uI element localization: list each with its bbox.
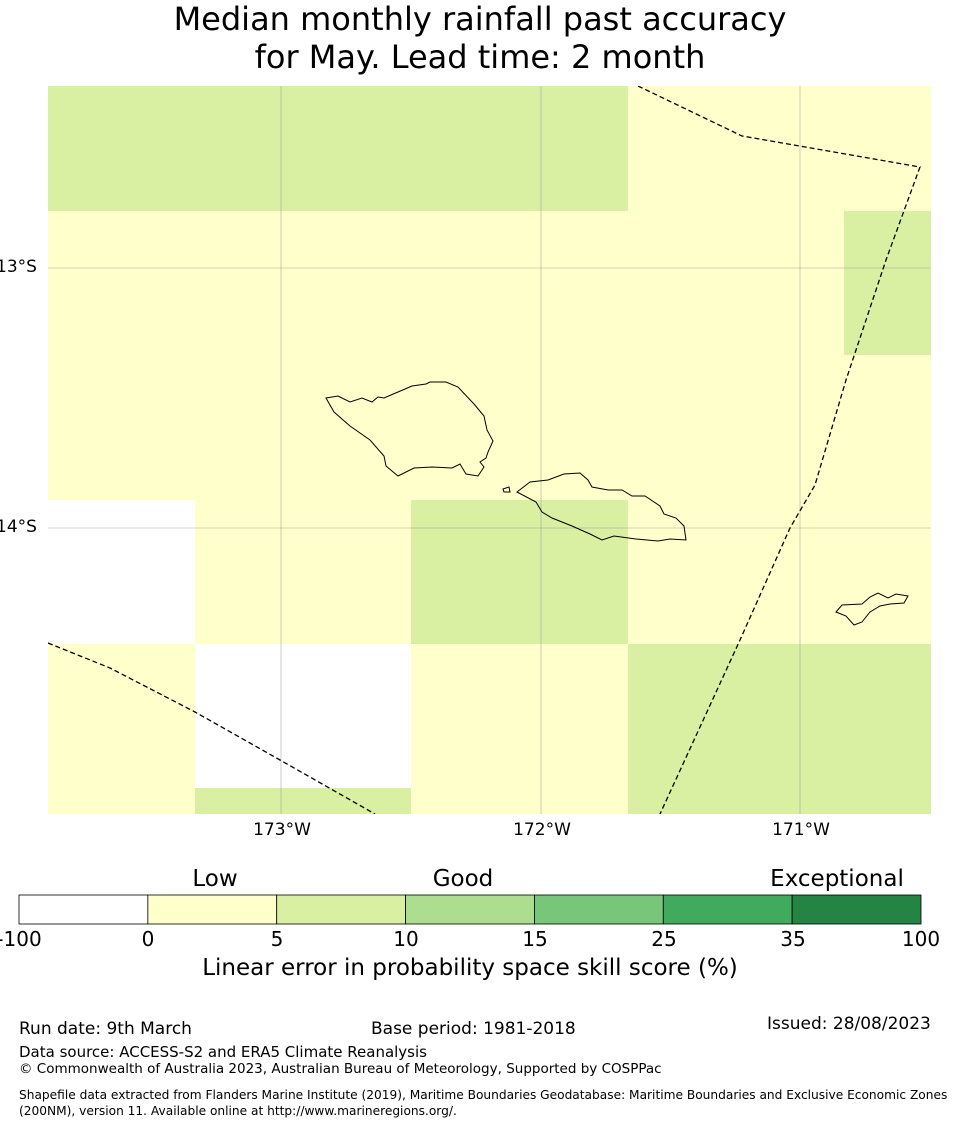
run-date: Run date: 9th March <box>19 1019 192 1039</box>
colorbar-segment <box>18 894 149 925</box>
colorbar-tick: -100 <box>0 927 42 951</box>
island-upolu <box>516 472 687 542</box>
island-savaii <box>325 381 494 477</box>
map-title-line-1: Median monthly rainfall past accuracy <box>173 0 787 38</box>
grid-cell-light-green <box>628 644 931 814</box>
lon-label-171w: 171°W <box>772 820 830 840</box>
colorbar-segment <box>791 894 922 925</box>
graticule <box>48 86 931 814</box>
colorbar-segment <box>276 894 406 925</box>
grid-cell-light-green <box>195 788 411 814</box>
lon-label-172w: 172°W <box>513 820 571 840</box>
colorbar-tick: 15 <box>522 927 548 951</box>
grid-cell-white <box>48 500 195 644</box>
lon-label-173w: 173°W <box>253 820 311 840</box>
colorbar-tick: 10 <box>393 927 419 951</box>
base-period: Base period: 1981-2018 <box>371 1019 576 1039</box>
shapefile-credit-line-1: Shapefile data extracted from Flanders M… <box>19 1088 948 1102</box>
colorbar-tick: 25 <box>651 927 677 951</box>
colorbar-tick: 5 <box>270 927 284 951</box>
colorbar-category-good: Good <box>432 866 494 892</box>
colorbar <box>18 894 922 925</box>
copyright: © Commonwealth of Australia 2023, Austra… <box>19 1061 662 1077</box>
colorbar-segment <box>405 894 535 925</box>
grid-cell-white <box>195 644 411 788</box>
shapefile-credit-line-2: (200NM), version 11. Available online at… <box>19 1104 457 1118</box>
island-manono <box>502 486 511 493</box>
colorbar-segment <box>147 894 278 925</box>
colorbar-tick: 35 <box>780 927 806 951</box>
lat-label-13s: 13°S <box>0 257 37 277</box>
colorbar-category-low: Low <box>192 866 238 892</box>
colorbar-tick: 100 <box>901 927 941 951</box>
grid-cell-light-green <box>48 86 628 211</box>
issued-date: Issued: 28/08/2023 <box>767 1014 931 1034</box>
colorbar-label: Linear error in probability space skill … <box>202 955 738 981</box>
island-tutuila <box>835 592 909 626</box>
colorbar-segment <box>534 894 664 925</box>
grid-cell-light-green <box>411 500 628 644</box>
eez-boundary-west <box>48 642 376 814</box>
colorbar-tick: 0 <box>141 927 155 951</box>
eez-boundary-east <box>637 86 921 814</box>
lat-label-14s: 14°S <box>0 517 37 537</box>
colorbar-category-exceptional: Exceptional <box>770 866 904 892</box>
grid-cell-light-green <box>844 211 931 355</box>
colorbar-segment <box>662 894 793 925</box>
data-source: Data source: ACCESS-S2 and ERA5 Climate … <box>19 1043 427 1061</box>
map-title-line-2: for May. Lead time: 2 month <box>254 38 706 76</box>
